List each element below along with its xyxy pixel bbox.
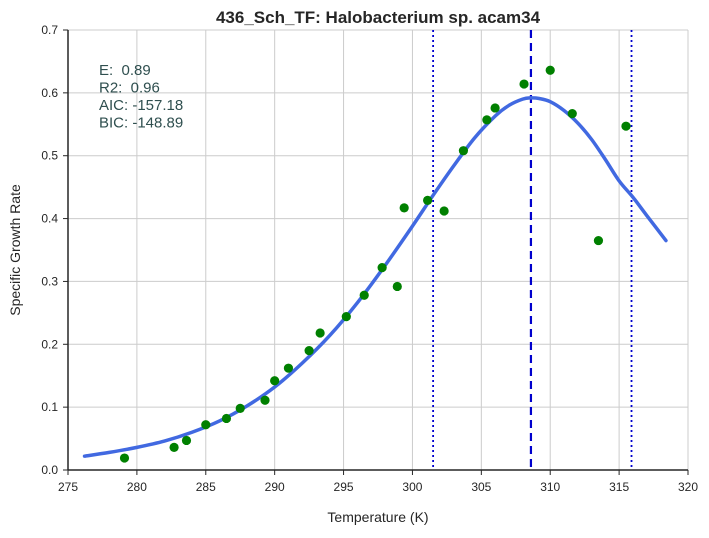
data-point (169, 442, 179, 452)
data-point (341, 312, 351, 322)
data-point (392, 281, 402, 292)
fit-statistic-label: E: 0.89 (99, 62, 151, 79)
x-tick-label: 285 (196, 480, 216, 494)
y-axis-label: Specific Growth Rate (7, 184, 23, 316)
data-point (119, 453, 130, 463)
y-tick-label: 0.6 (41, 86, 58, 100)
x-tick-label: 310 (540, 480, 560, 494)
data-point (260, 395, 270, 405)
x-tick-label: 300 (402, 480, 422, 494)
observed-points-layer (119, 65, 631, 463)
data-point (270, 376, 280, 386)
y-tick-label: 0.3 (41, 274, 58, 288)
data-point (304, 345, 314, 356)
data-point (235, 403, 245, 413)
data-point (201, 420, 211, 430)
data-point (221, 413, 232, 424)
x-tick-label: 290 (265, 480, 285, 494)
reference-lines (432, 30, 633, 470)
data-point (377, 263, 387, 273)
data-point (621, 121, 631, 131)
data-point (458, 146, 469, 156)
data-point (181, 435, 192, 446)
data-point (593, 235, 604, 246)
x-tick-label: 320 (678, 480, 698, 494)
data-point (519, 79, 529, 89)
y-tick-label: 0.0 (41, 463, 58, 477)
x-tick-label: 305 (471, 480, 491, 494)
data-point (567, 109, 577, 119)
y-tick-label: 0.2 (41, 337, 58, 351)
data-point (423, 195, 433, 205)
data-point (315, 328, 325, 338)
fitted-curve-layer (82, 96, 668, 458)
tick-labels: 275 280 285 290 295 300 305 310 315 320 0.0 0.1 0.2 0… (41, 23, 698, 494)
x-tick-label: 315 (609, 480, 629, 494)
fit-statistic-label: BIC: -148.89 (99, 115, 183, 132)
data-point (359, 290, 369, 300)
grid (67, 29, 689, 471)
data-point (490, 103, 500, 113)
x-tick-label: 295 (334, 480, 354, 494)
fit-statistic-label: R2: 0.96 (99, 80, 160, 97)
data-point (545, 65, 555, 75)
axes (63, 29, 689, 475)
y-tick-label: 0.4 (41, 212, 58, 226)
data-point (482, 115, 492, 125)
x-axis-label: Temperature (K) (327, 509, 428, 525)
data-point (399, 203, 409, 213)
y-tick-label: 0.7 (41, 23, 58, 37)
chart-title: 436_Sch_TF: Halobacterium sp. acam34 (216, 8, 541, 27)
y-tick-label: 0.5 (41, 149, 58, 163)
x-tick-label: 280 (127, 480, 147, 494)
data-point (283, 363, 294, 373)
x-tick-label: 275 (58, 480, 78, 494)
fit-statistic-label: AIC: -157.18 (99, 97, 183, 114)
y-tick-label: 0.1 (41, 400, 58, 414)
data-point (439, 206, 449, 216)
fitted-curve (82, 96, 668, 458)
